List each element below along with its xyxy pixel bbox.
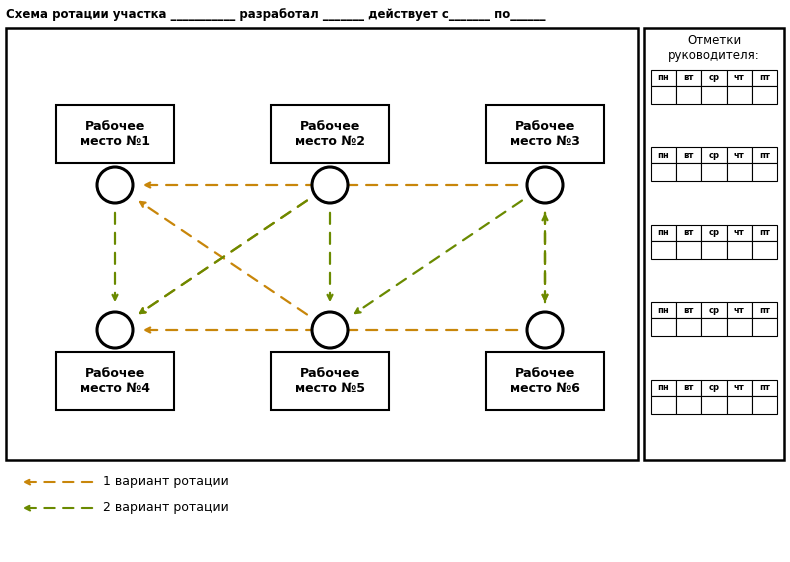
Bar — [676, 70, 702, 86]
Text: вт: вт — [683, 383, 694, 392]
Bar — [676, 86, 702, 104]
Text: пн: пн — [658, 383, 669, 392]
Text: пн: пн — [658, 151, 669, 160]
Text: ср: ср — [709, 383, 720, 392]
Circle shape — [312, 312, 348, 348]
Bar — [651, 225, 676, 241]
Text: чт: чт — [734, 74, 745, 83]
Bar — [651, 396, 676, 414]
Circle shape — [97, 312, 133, 348]
Text: ср: ср — [709, 151, 720, 160]
Bar — [702, 147, 727, 164]
Bar — [676, 241, 702, 259]
Bar — [702, 318, 727, 336]
Text: чт: чт — [734, 151, 745, 160]
Bar — [651, 241, 676, 259]
Bar — [6, 28, 638, 460]
Bar — [651, 302, 676, 318]
Bar — [727, 225, 752, 241]
Bar — [56, 352, 174, 410]
Bar — [702, 86, 727, 104]
Bar — [727, 241, 752, 259]
Text: пт: пт — [759, 306, 769, 315]
Bar — [702, 379, 727, 396]
Text: ср: ср — [709, 228, 720, 237]
Text: пн: пн — [658, 228, 669, 237]
Bar — [651, 164, 676, 182]
Text: Рабочее
место №4: Рабочее место №4 — [80, 367, 150, 395]
Bar — [727, 379, 752, 396]
Text: пн: пн — [658, 306, 669, 315]
Text: пт: пт — [759, 151, 769, 160]
Bar — [752, 70, 777, 86]
Bar — [752, 164, 777, 182]
Bar — [752, 225, 777, 241]
Text: чт: чт — [734, 228, 745, 237]
Bar — [727, 147, 752, 164]
Circle shape — [527, 312, 563, 348]
Text: вт: вт — [683, 228, 694, 237]
Text: ср: ср — [709, 306, 720, 315]
Text: пт: пт — [759, 74, 769, 83]
Bar — [676, 147, 702, 164]
Text: пн: пн — [658, 74, 669, 83]
Circle shape — [97, 167, 133, 203]
Bar — [752, 379, 777, 396]
Bar — [651, 379, 676, 396]
Bar — [676, 164, 702, 182]
Text: вт: вт — [683, 74, 694, 83]
Bar — [271, 352, 389, 410]
Text: вт: вт — [683, 151, 694, 160]
Bar — [727, 302, 752, 318]
Bar — [651, 147, 676, 164]
Circle shape — [312, 167, 348, 203]
Bar — [651, 86, 676, 104]
Bar — [676, 302, 702, 318]
Bar — [727, 396, 752, 414]
Bar — [271, 105, 389, 163]
Circle shape — [527, 167, 563, 203]
Bar — [752, 241, 777, 259]
Bar — [676, 318, 702, 336]
Text: Рабочее
место №1: Рабочее место №1 — [80, 120, 150, 148]
Bar — [752, 302, 777, 318]
Bar — [702, 396, 727, 414]
Bar — [676, 396, 702, 414]
Text: чт: чт — [734, 383, 745, 392]
Bar — [752, 86, 777, 104]
Text: Схема ротации участка ___________ разработал _______ действует с_______ по______: Схема ротации участка ___________ разраб… — [6, 8, 546, 21]
Text: вт: вт — [683, 306, 694, 315]
Text: 2 вариант ротации: 2 вариант ротации — [103, 501, 229, 514]
Bar — [644, 28, 784, 460]
Text: Рабочее
место №2: Рабочее место №2 — [295, 120, 365, 148]
Bar — [727, 318, 752, 336]
Text: Рабочее
место №3: Рабочее место №3 — [510, 120, 580, 148]
Text: 1 вариант ротации: 1 вариант ротации — [103, 475, 229, 488]
Bar — [752, 147, 777, 164]
Bar — [676, 225, 702, 241]
Bar — [651, 318, 676, 336]
Text: пт: пт — [759, 228, 769, 237]
Bar — [486, 105, 604, 163]
Bar — [727, 164, 752, 182]
Text: Отметки
руководителя:: Отметки руководителя: — [668, 34, 760, 62]
Bar — [752, 318, 777, 336]
Text: чт: чт — [734, 306, 745, 315]
Bar — [702, 164, 727, 182]
Bar — [676, 379, 702, 396]
Bar — [702, 302, 727, 318]
Bar — [702, 225, 727, 241]
Bar — [56, 105, 174, 163]
Text: Рабочее
место №6: Рабочее место №6 — [510, 367, 580, 395]
Bar — [486, 352, 604, 410]
Bar — [752, 396, 777, 414]
Text: пт: пт — [759, 383, 769, 392]
Text: Рабочее
место №5: Рабочее место №5 — [295, 367, 365, 395]
Text: ср: ср — [709, 74, 720, 83]
Bar — [727, 70, 752, 86]
Bar — [727, 86, 752, 104]
Bar — [702, 70, 727, 86]
Bar — [702, 241, 727, 259]
Bar — [651, 70, 676, 86]
